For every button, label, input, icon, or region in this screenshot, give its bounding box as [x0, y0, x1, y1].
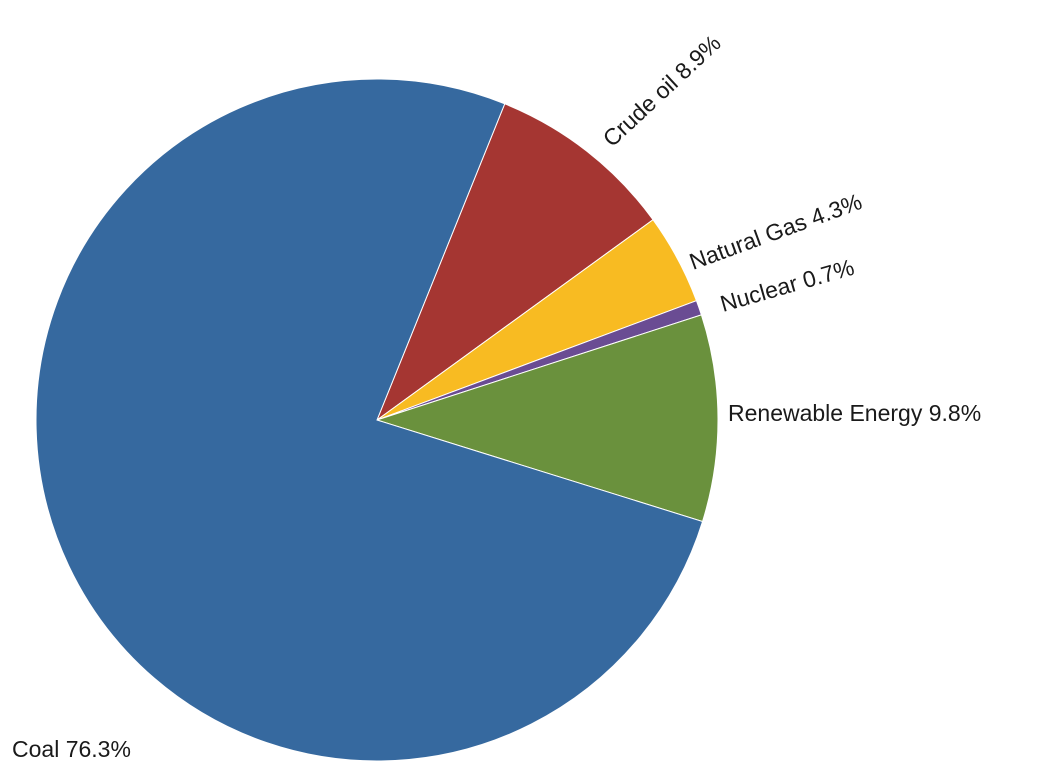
- label-coal: Coal 76.3%: [12, 736, 131, 762]
- slice-renewable-energy: [375, 314, 719, 523]
- slice-coal: [35, 78, 704, 762]
- label-nuclear: Nuclear 0.7%: [717, 254, 857, 317]
- label-renewable-energy: Renewable Energy 9.8%: [728, 400, 981, 426]
- slice-crude-oil: [375, 103, 654, 422]
- label-crude-oil: Crude oil 8.9%: [598, 30, 726, 152]
- pie-slices: [35, 78, 719, 762]
